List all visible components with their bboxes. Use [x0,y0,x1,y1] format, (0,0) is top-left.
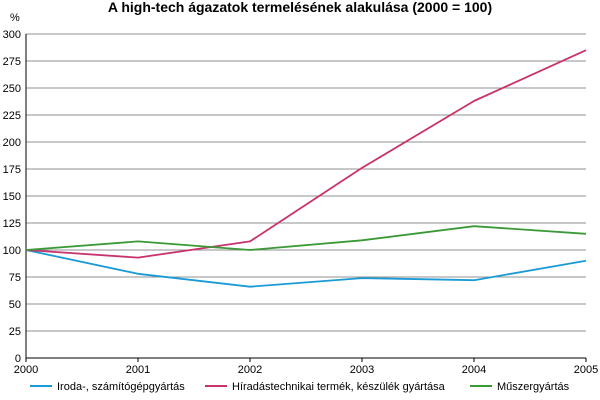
x-tick-label: 2002 [238,364,262,376]
legend-item: Műszergyártás [470,381,570,393]
y-tick-label: 0 [15,353,21,365]
chart-title: A high-tech ágazatok termelésének alakul… [108,0,492,15]
legend-label: Műszergyártás [497,381,570,393]
series-line-3 [25,225,587,251]
x-tick-label: 2004 [462,364,486,376]
series-line-2 [25,49,587,259]
y-tick-label: 300 [3,29,21,41]
series-line-1 [25,249,587,288]
legend-item: Iroda-, számítógépgyártás [30,381,185,393]
x-tick-label: 2000 [14,364,38,376]
data-series [25,49,587,288]
x-axis-tick-labels: 2000 2001 2002 2003 2004 2005 [14,364,598,376]
y-tick-label: 225 [3,110,21,122]
legend-item: Híradástechnikai termék, készülék gyártá… [205,381,446,393]
legend-label: Iroda-, számítógépgyártás [57,381,185,393]
x-tick-label: 2001 [126,364,150,376]
x-tick-label: 2005 [574,364,598,376]
y-tick-label: 75 [9,272,21,284]
y-tick-label: 150 [3,191,21,203]
y-axis-tick-labels: 0 25 50 75 100 125 150 175 200 225 250 275 300 [3,29,21,365]
axes [25,34,587,362]
y-tick-label: 25 [9,326,21,338]
gridlines [26,33,586,332]
y-tick-label: 125 [3,218,21,230]
y-tick-label: 175 [3,164,21,176]
y-tick-label: 200 [3,137,21,149]
x-tick-label: 2003 [350,364,374,376]
legend: Iroda-, számítógépgyártás Híradástechnika… [30,381,570,393]
y-tick-label: 275 [3,56,21,68]
y-axis-unit-label: % [10,12,20,24]
y-tick-label: 100 [3,245,21,257]
y-tick-label: 250 [3,83,21,95]
legend-label: Híradástechnikai termék, készülék gyártá… [232,381,446,393]
y-tick-label: 50 [9,299,21,311]
